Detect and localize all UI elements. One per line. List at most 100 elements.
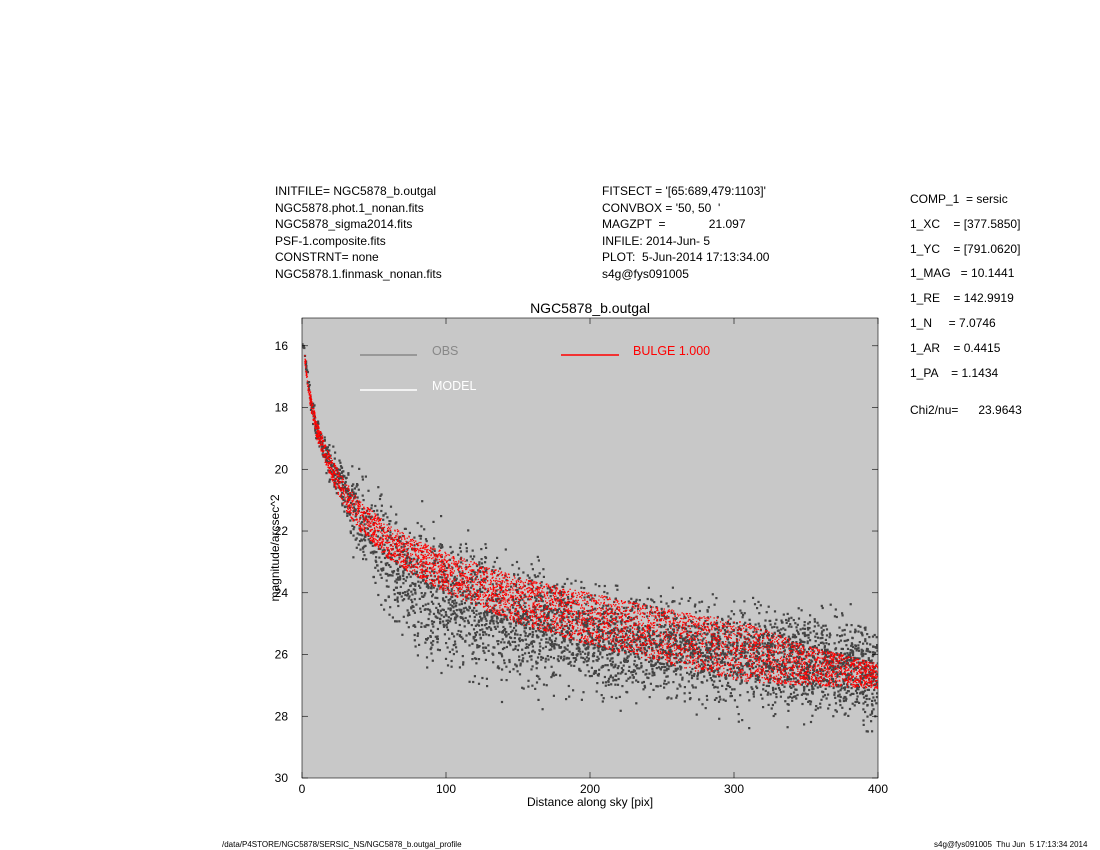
obs-point [767,703,770,706]
obs-point [770,653,773,656]
obs-point [511,563,514,567]
obs-point [366,520,369,523]
obs-point [336,483,339,486]
obs-point [721,684,724,687]
obs-point [864,638,867,641]
obs-point [344,482,347,485]
obs-point [724,673,727,676]
obs-point [349,512,352,515]
obs-point [743,649,746,652]
bulge-point [651,642,653,644]
obs-point [439,570,442,573]
obs-point [475,613,478,616]
obs-point [375,551,378,554]
obs-point [708,651,711,654]
bulge-point [786,646,788,648]
bulge-point [536,620,538,622]
obs-point [592,628,595,631]
bulge-point [458,588,460,590]
obs-point [531,579,534,582]
obs-point [413,598,416,601]
obs-point [330,463,333,466]
obs-point [601,630,604,633]
obs-point [411,601,414,604]
obs-point [580,586,583,589]
bulge-point [510,599,513,601]
obs-point [834,696,837,699]
obs-point [802,640,805,643]
obs-point [813,664,816,667]
obs-point [656,634,659,638]
obs-point [875,636,878,639]
obs-point [825,697,828,700]
obs-point [860,648,863,651]
obs-point [580,698,583,701]
bulge-point [842,654,845,656]
obs-point [471,578,474,581]
obs-point [875,702,878,705]
bulge-point [821,669,823,672]
obs-point [666,667,669,670]
obs-point [769,619,772,622]
obs-point [688,691,691,694]
bulge-point [865,669,868,671]
obs-point [873,677,876,680]
obs-point [464,639,467,642]
obs-point [704,659,707,662]
obs-point [724,652,727,655]
obs-point [535,674,539,677]
obs-point [391,616,394,619]
obs-point [587,670,590,673]
obs-point [661,651,665,654]
obs-point [772,667,775,670]
bulge-point [551,590,553,592]
obs-point [509,644,512,647]
obs-point [611,644,614,647]
obs-point [616,633,619,636]
obs-point [514,613,518,616]
obs-point [551,674,554,677]
obs-point [799,638,802,641]
obs-point [518,604,521,607]
obs-point [565,630,568,633]
obs-point [793,671,796,675]
obs-point [850,692,853,695]
obs-point [832,677,835,681]
obs-point [646,676,649,679]
bulge-point [817,650,819,652]
obs-point [711,637,714,640]
bulge-point [443,559,445,561]
bulge-point [357,501,359,503]
obs-point [721,641,724,644]
obs-point [561,627,565,630]
obs-point [682,639,685,642]
obs-point [536,656,540,659]
obs-point [534,630,537,633]
obs-point [374,581,377,584]
obs-point [766,648,769,651]
obs-point [803,648,806,651]
obs-point [472,680,475,684]
obs-point [797,680,800,683]
obs-point [775,618,778,621]
obs-point [809,682,812,685]
obs-point [843,667,846,670]
obs-point [763,632,766,635]
obs-point [422,578,425,581]
obs-point [392,571,395,574]
obs-point [739,609,742,612]
bulge-point [640,649,642,651]
obs-point [434,615,437,618]
obs-point [391,548,394,551]
obs-point [343,486,347,490]
obs-point [690,625,693,628]
obs-point [545,633,548,636]
obs-point [729,685,732,689]
bulge-point [687,650,689,653]
obs-point [569,639,573,642]
bulge-point [596,629,598,631]
obs-point [694,686,697,689]
obs-point [726,638,729,641]
obs-point [759,604,762,607]
obs-point [351,465,354,468]
